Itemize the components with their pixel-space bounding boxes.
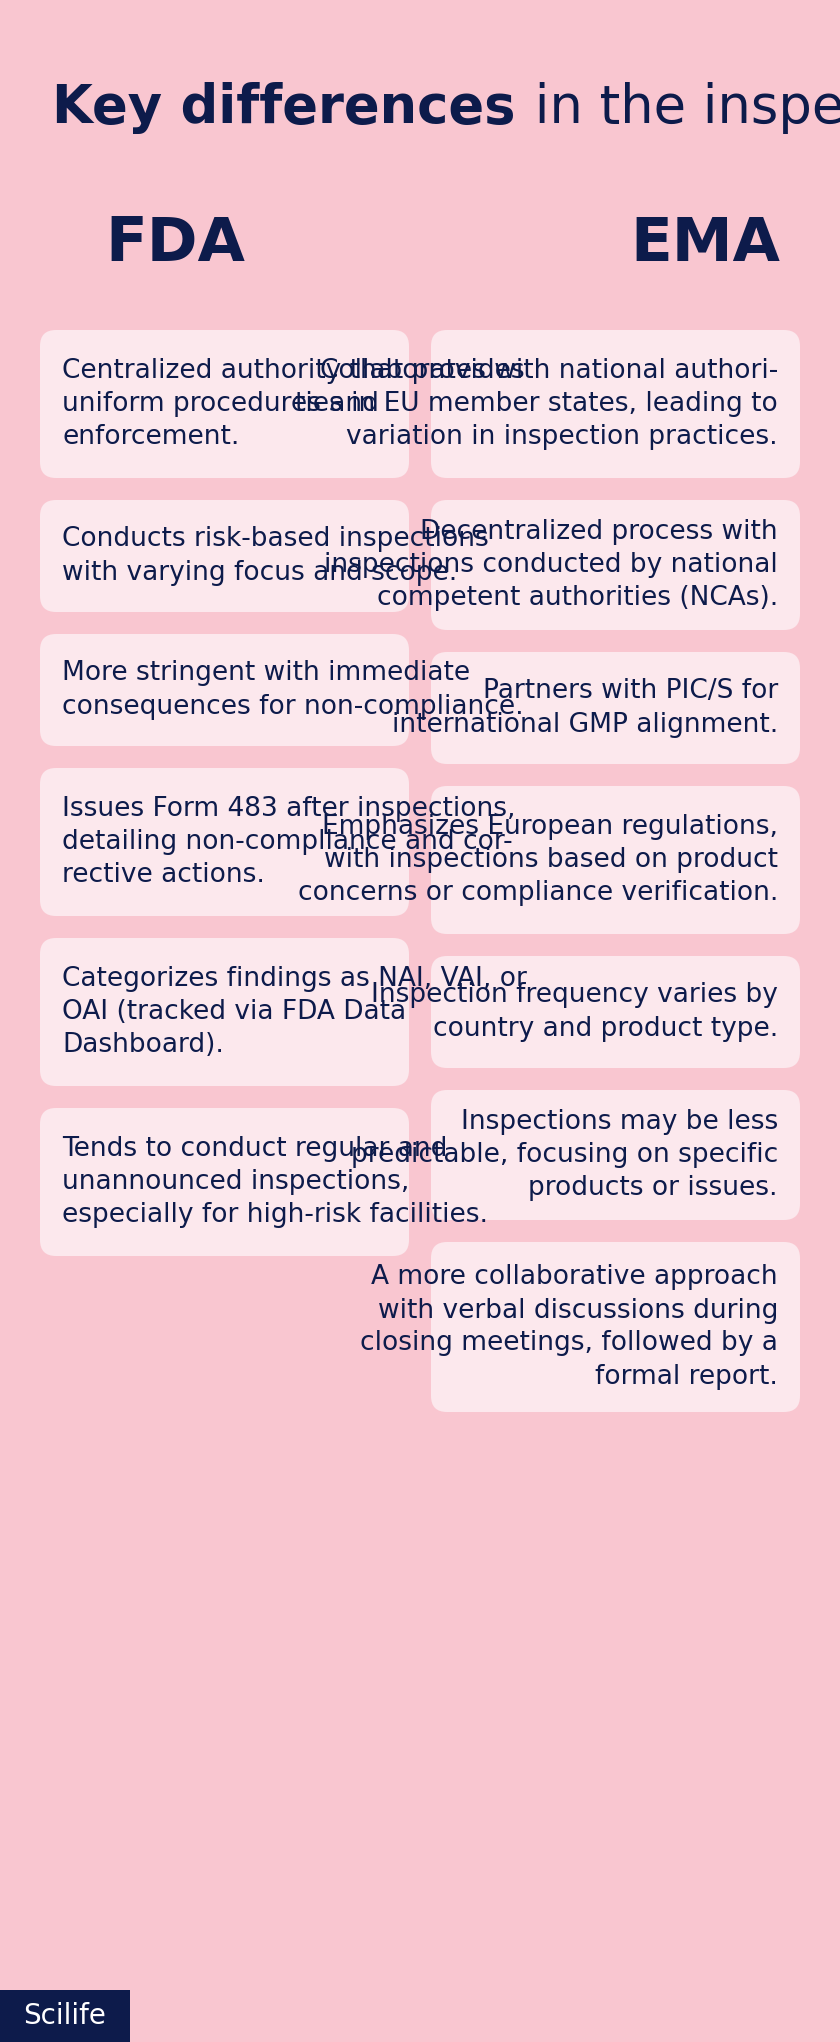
Text: Categorizes findings as NAI, VAI, or
OAI (tracked via FDA Data
Dashboard).: Categorizes findings as NAI, VAI, or OAI… (62, 966, 527, 1058)
Text: Inspection frequency varies by
country and product type.: Inspection frequency varies by country a… (371, 982, 778, 1041)
Text: Partners with PIC/S for
international GMP alignment.: Partners with PIC/S for international GM… (391, 678, 778, 737)
FancyBboxPatch shape (431, 331, 800, 478)
Text: Inspections may be less
predictable, focusing on specific
products or issues.: Inspections may be less predictable, foc… (351, 1109, 778, 1201)
FancyBboxPatch shape (431, 786, 800, 933)
Text: Issues Form 483 after inspections,
detailing non-compliance and cor-
rective act: Issues Form 483 after inspections, detai… (62, 796, 516, 888)
FancyBboxPatch shape (431, 500, 800, 631)
FancyBboxPatch shape (40, 500, 409, 613)
Text: EMA: EMA (630, 216, 780, 274)
Text: Collaborates with national authori-
ties in EU member states, leading to
variati: Collaborates with national authori- ties… (295, 357, 778, 449)
Text: Key differences in the inspection process: Key differences in the inspection proces… (52, 82, 840, 135)
FancyBboxPatch shape (431, 651, 800, 764)
FancyBboxPatch shape (40, 633, 409, 745)
FancyBboxPatch shape (431, 1242, 800, 1411)
Text: Emphasizes European regulations,
with inspections based on product
concerns or c: Emphasizes European regulations, with in… (297, 815, 778, 907)
Text: Scilife: Scilife (24, 2001, 107, 2030)
FancyBboxPatch shape (40, 331, 409, 478)
Text: Decentralized process with
inspections conducted by national
competent authoriti: Decentralized process with inspections c… (324, 519, 778, 611)
Text: Conducts risk-based inspections
with varying focus and scope.: Conducts risk-based inspections with var… (62, 527, 489, 586)
FancyBboxPatch shape (431, 1090, 800, 1219)
FancyBboxPatch shape (40, 768, 409, 917)
FancyBboxPatch shape (0, 1991, 130, 2042)
Text: FDA: FDA (105, 216, 245, 274)
FancyBboxPatch shape (40, 1109, 409, 1256)
FancyBboxPatch shape (431, 956, 800, 1068)
Text: More stringent with immediate
consequences for non-compliance.: More stringent with immediate consequenc… (62, 660, 523, 719)
Text: Tends to conduct regular and
unannounced inspections,
especially for high-risk f: Tends to conduct regular and unannounced… (62, 1135, 488, 1227)
Text: Centralized authority that provides
uniform procedures and
enforcement.: Centralized authority that provides unif… (62, 357, 525, 449)
Text: A more collaborative approach
with verbal discussions during
closing meetings, f: A more collaborative approach with verba… (360, 1264, 778, 1389)
FancyBboxPatch shape (40, 937, 409, 1086)
Text: Key differences: Key differences (52, 82, 516, 135)
Text: in the inspection process: in the inspection process (517, 82, 840, 135)
